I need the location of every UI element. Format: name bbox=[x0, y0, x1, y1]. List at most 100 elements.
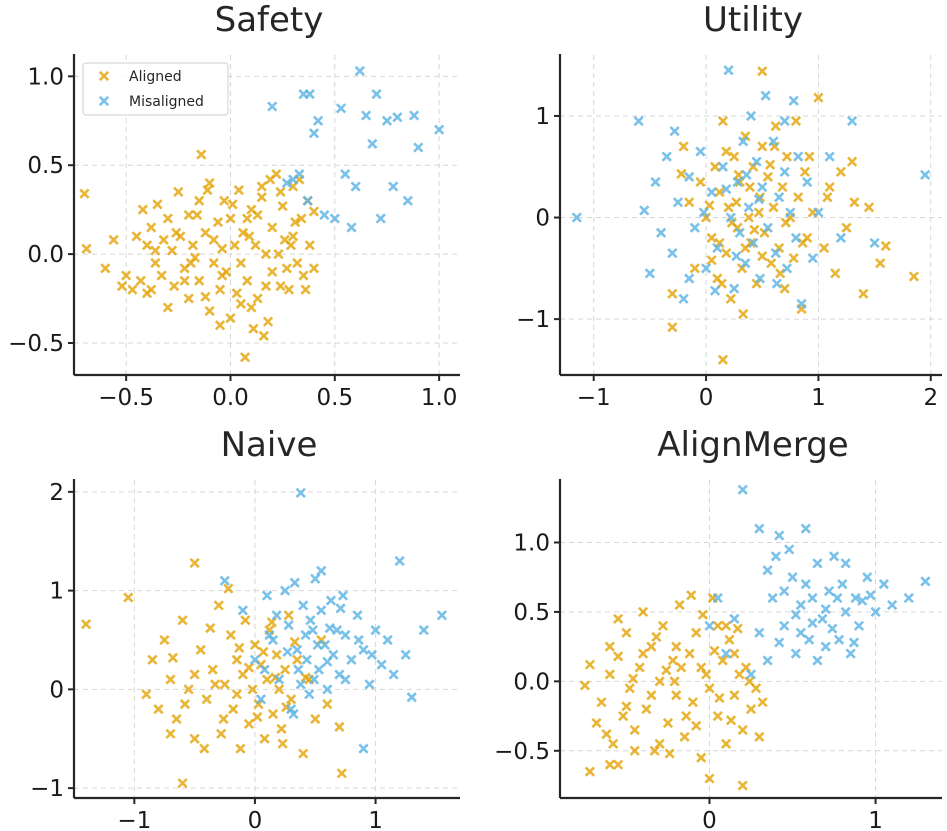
data-point bbox=[400, 649, 411, 660]
data-point bbox=[840, 606, 851, 618]
data-point bbox=[307, 624, 318, 636]
data-point bbox=[298, 600, 309, 611]
data-point bbox=[294, 168, 305, 180]
data-point bbox=[219, 195, 230, 206]
data-point bbox=[234, 642, 245, 654]
data-point bbox=[281, 177, 292, 189]
data-point bbox=[260, 248, 272, 260]
data-point bbox=[235, 743, 246, 754]
data-point bbox=[375, 213, 386, 224]
data-point bbox=[252, 711, 263, 723]
data-point bbox=[183, 209, 194, 221]
data-point bbox=[812, 558, 823, 569]
data-point bbox=[827, 623, 838, 634]
data-point bbox=[316, 565, 327, 576]
data-point bbox=[800, 523, 811, 534]
data-point bbox=[402, 195, 413, 206]
data-point bbox=[244, 231, 255, 242]
data-point bbox=[790, 609, 801, 620]
data-point bbox=[295, 679, 306, 690]
data-point bbox=[298, 748, 309, 759]
y-tick-label: −0.5 bbox=[8, 331, 64, 357]
data-point bbox=[322, 684, 333, 695]
data-point bbox=[687, 697, 698, 708]
data-point bbox=[696, 752, 707, 763]
data-point bbox=[704, 773, 715, 784]
data-point bbox=[276, 723, 287, 734]
data-point bbox=[737, 484, 748, 495]
x-tick-label: −0.5 bbox=[98, 385, 154, 411]
data-point bbox=[793, 192, 804, 203]
chart-title: Safety bbox=[215, 0, 324, 40]
data-point bbox=[319, 209, 330, 221]
data-point bbox=[337, 590, 349, 601]
data-point bbox=[664, 748, 675, 759]
data-point bbox=[771, 278, 782, 289]
data-point bbox=[277, 200, 288, 212]
y-tick-label: 2 bbox=[49, 480, 64, 506]
data-point bbox=[408, 110, 420, 121]
data-point bbox=[235, 257, 247, 269]
data-point bbox=[207, 664, 218, 675]
data-point bbox=[795, 627, 806, 638]
data-point bbox=[370, 624, 381, 636]
data-point bbox=[743, 212, 754, 223]
data-point bbox=[287, 231, 299, 242]
data-point bbox=[738, 136, 749, 147]
panel-utility: −1 0 1 2 −1 0 1 Utility bbox=[516, 0, 942, 411]
data-point bbox=[788, 253, 799, 264]
data-point bbox=[223, 583, 234, 594]
data-point bbox=[740, 662, 752, 673]
data-point bbox=[712, 620, 723, 631]
data-point bbox=[171, 713, 182, 725]
data-point bbox=[305, 615, 316, 626]
data-point bbox=[219, 575, 230, 586]
data-point bbox=[757, 66, 768, 77]
data-point bbox=[353, 634, 364, 646]
data-point bbox=[150, 245, 161, 256]
data-point bbox=[720, 738, 732, 749]
data-point bbox=[350, 181, 361, 192]
data-point bbox=[392, 112, 403, 123]
data-point bbox=[824, 151, 835, 162]
data-point bbox=[295, 487, 306, 498]
data-point bbox=[822, 192, 833, 203]
data-point bbox=[704, 683, 715, 694]
data-point bbox=[214, 284, 226, 295]
data-point bbox=[146, 222, 157, 233]
data-point bbox=[167, 652, 179, 663]
data-point bbox=[841, 222, 852, 233]
data-point bbox=[436, 610, 448, 621]
data-point bbox=[255, 694, 267, 705]
data-point bbox=[741, 169, 752, 180]
data-point bbox=[820, 641, 831, 652]
legend-item-misaligned: Misaligned bbox=[98, 94, 204, 110]
data-point bbox=[394, 555, 405, 567]
data-point bbox=[662, 717, 674, 729]
data-point bbox=[225, 312, 236, 324]
data-point bbox=[231, 288, 242, 299]
data-point bbox=[729, 283, 740, 294]
data-point bbox=[258, 330, 269, 342]
data-point bbox=[853, 620, 865, 631]
data-point bbox=[667, 247, 678, 259]
data-point bbox=[654, 676, 665, 687]
data-point bbox=[205, 623, 216, 634]
y-tick-label: 0.5 bbox=[513, 600, 550, 626]
data-point bbox=[721, 146, 732, 157]
data-point bbox=[717, 161, 729, 172]
data-point bbox=[285, 240, 297, 251]
data-point bbox=[584, 766, 596, 777]
data-point bbox=[845, 648, 856, 659]
data-point bbox=[81, 243, 92, 254]
data-point bbox=[870, 606, 881, 618]
data-point bbox=[749, 224, 760, 235]
data-point bbox=[364, 679, 375, 690]
data-point bbox=[857, 595, 868, 606]
data-point bbox=[331, 624, 343, 636]
data-point bbox=[153, 703, 164, 715]
data-point bbox=[252, 293, 263, 304]
data-point bbox=[308, 263, 320, 274]
data-point bbox=[678, 141, 689, 152]
data-point bbox=[298, 270, 309, 281]
